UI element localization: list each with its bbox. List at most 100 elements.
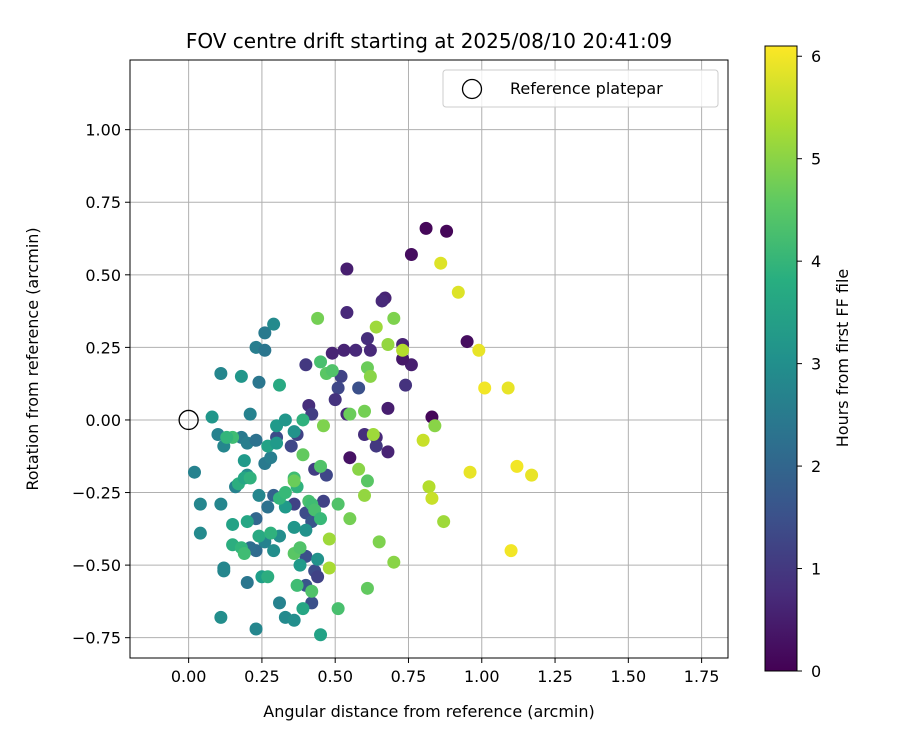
data-point — [360, 474, 374, 488]
data-point — [193, 497, 207, 511]
legend-marker-open-circle-icon — [461, 78, 483, 100]
x-tick-label: 0.00 — [171, 667, 207, 686]
data-point — [404, 247, 418, 261]
data-point — [322, 532, 336, 546]
data-point — [314, 512, 328, 526]
colorbar-tick-label: 1 — [811, 560, 821, 579]
data-point — [340, 306, 354, 320]
x-tick-label: 1.50 — [611, 667, 647, 686]
data-point — [270, 436, 284, 450]
data-point — [214, 497, 228, 511]
data-point — [434, 256, 448, 270]
data-point — [240, 515, 254, 529]
y-tick-label: −0.50 — [72, 556, 121, 575]
data-point — [187, 465, 201, 479]
x-axis-label: Angular distance from reference (arcmin) — [263, 702, 594, 721]
data-point — [264, 526, 278, 540]
data-points — [187, 221, 539, 642]
data-point — [314, 628, 328, 642]
data-point — [261, 500, 275, 514]
data-point — [293, 541, 307, 555]
data-point — [252, 488, 266, 502]
colorbar-tick-label: 6 — [811, 47, 821, 66]
data-point — [352, 462, 366, 476]
data-point — [278, 486, 292, 500]
data-point — [273, 378, 286, 392]
data-point — [396, 343, 410, 357]
data-point — [343, 407, 357, 421]
data-point — [217, 564, 231, 578]
data-point — [369, 439, 383, 453]
data-point — [381, 337, 395, 351]
reference-platepar-marker — [178, 409, 199, 431]
y-tick-label: 0.25 — [85, 338, 121, 357]
data-point — [360, 581, 374, 595]
y-axis-ticks: −0.75 −0.50 −0.25 0.00 0.25 0.50 0.75 1.00 — [72, 121, 130, 648]
data-point — [287, 613, 301, 627]
data-point — [322, 561, 336, 575]
colorbar-tick-label: 5 — [811, 150, 821, 169]
data-point — [293, 558, 307, 572]
legend-label: Reference platepar — [510, 79, 663, 98]
data-point — [363, 343, 377, 357]
colorbar-tick-label: 0 — [811, 662, 821, 681]
data-point — [273, 596, 286, 610]
reference-marker-layer — [178, 409, 199, 431]
y-tick-label: −0.25 — [72, 484, 121, 503]
data-point — [366, 427, 380, 441]
x-tick-label: 1.00 — [464, 667, 500, 686]
data-point — [296, 602, 310, 616]
data-point — [296, 413, 310, 427]
data-point — [258, 326, 272, 340]
data-point — [381, 445, 395, 459]
grid-lines — [130, 60, 728, 658]
data-point — [416, 433, 430, 447]
plot-frame — [129, 59, 729, 659]
legend-box — [442, 69, 719, 108]
data-point — [349, 343, 363, 357]
data-point — [296, 448, 310, 462]
data-point — [314, 459, 328, 473]
colorbar-gradient — [764, 45, 798, 672]
data-point — [369, 320, 383, 334]
data-point — [425, 491, 439, 505]
data-point — [240, 576, 254, 590]
data-point — [343, 451, 357, 465]
data-point — [264, 451, 278, 465]
data-point — [252, 375, 266, 389]
data-point — [237, 454, 251, 468]
data-point — [440, 224, 454, 238]
data-point — [284, 439, 298, 453]
data-point — [460, 335, 474, 349]
data-point — [363, 369, 377, 383]
data-point — [287, 520, 301, 534]
colorbar-tick-label: 2 — [811, 457, 821, 476]
x-axis-ticks: 0.00 0.25 0.50 0.75 1.00 1.25 1.50 1.75 — [171, 658, 719, 686]
data-point — [472, 343, 486, 357]
data-point — [220, 430, 234, 444]
data-point — [510, 459, 524, 473]
colorbar-tick-label: 3 — [811, 355, 821, 374]
y-tick-label: −0.75 — [72, 629, 121, 648]
data-point — [331, 381, 345, 395]
data-point — [422, 480, 436, 494]
data-point — [261, 570, 275, 584]
data-point — [267, 544, 281, 558]
data-point — [287, 425, 301, 439]
data-point — [314, 355, 328, 369]
data-point — [234, 369, 248, 383]
data-point — [299, 523, 313, 537]
data-point — [226, 517, 240, 531]
colorbar-ticks: 0 1 2 3 4 5 6 — [797, 47, 821, 681]
data-point — [243, 471, 257, 485]
data-point — [214, 610, 228, 624]
x-tick-label: 0.50 — [317, 667, 353, 686]
data-point — [237, 546, 251, 560]
y-tick-label: 0.50 — [85, 266, 121, 285]
data-point — [311, 570, 325, 584]
chart-title: FOV centre drift starting at 2025/08/10 … — [186, 29, 672, 53]
data-point — [316, 419, 330, 433]
data-point — [325, 364, 339, 378]
data-point — [214, 367, 228, 381]
